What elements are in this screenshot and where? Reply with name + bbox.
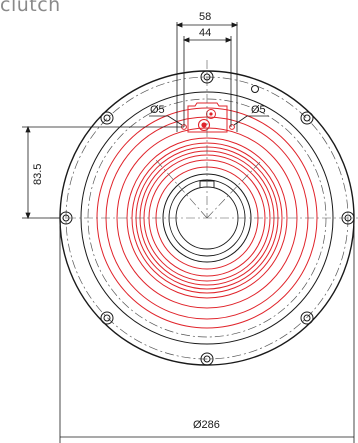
inner-width-label: 44 <box>199 27 211 39</box>
bolt-hole <box>200 352 214 366</box>
terminal-nut-core <box>209 112 213 116</box>
right-mount-hole <box>229 124 235 130</box>
terminal-block-outline <box>187 102 228 133</box>
terminal-nut <box>206 109 216 119</box>
hole-leaders <box>149 115 269 126</box>
vertical-dimension <box>22 125 184 220</box>
outer-width-label: 58 <box>199 11 211 23</box>
right-hole-label: Ø5 <box>251 104 266 116</box>
terminal-screw-core <box>201 122 207 128</box>
bolt-hole <box>100 111 114 125</box>
bolt-hole <box>300 111 314 125</box>
radial-centerline <box>155 159 208 219</box>
terminal-screw <box>197 118 211 132</box>
diameter-dimension <box>59 226 355 443</box>
auxiliary-hole <box>251 85 259 93</box>
bolt-hole <box>100 311 114 325</box>
vertical-offset-label: 83.5 <box>32 164 44 185</box>
diagram-title-fragment: clutch <box>0 0 61 16</box>
radial-centerline <box>206 159 263 219</box>
bolt-hole <box>300 311 314 325</box>
bolt-hole <box>200 70 214 84</box>
diameter-label: Ø286 <box>193 419 220 431</box>
left-hole-label: Ø5 <box>150 104 165 116</box>
width-dimensions <box>175 22 239 132</box>
terminal-block <box>181 102 235 133</box>
